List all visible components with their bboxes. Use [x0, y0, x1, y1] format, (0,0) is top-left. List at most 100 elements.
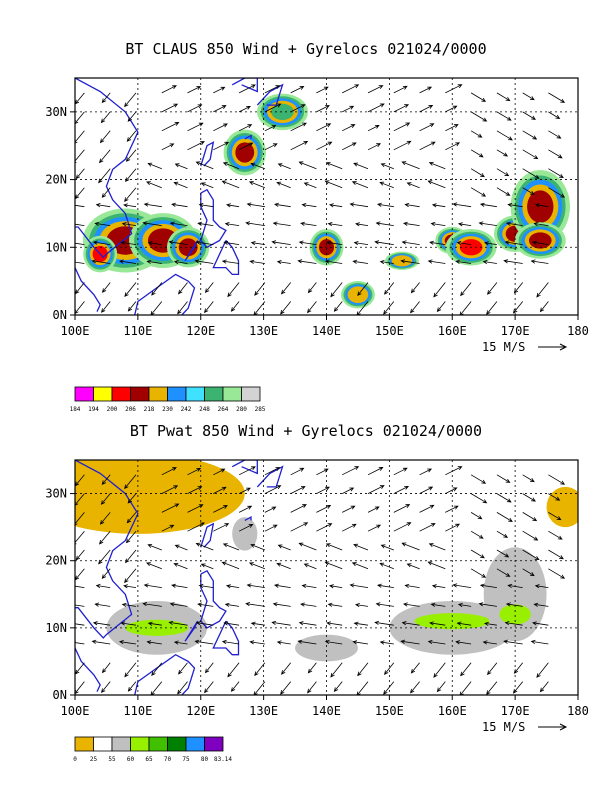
- wind-arrow: [470, 187, 487, 197]
- wind-arrow: [171, 583, 188, 588]
- wind-arrow: [187, 141, 205, 151]
- wind-arrow: [333, 681, 343, 693]
- wind-arrow: [101, 568, 111, 580]
- colorbar-swatch: [111, 386, 131, 402]
- wind-arrow: [342, 105, 355, 113]
- wind-arrow: [223, 240, 240, 245]
- wind-arrow: [290, 467, 305, 476]
- wind-arrow: [75, 260, 85, 265]
- wind-arrow: [281, 662, 292, 675]
- wind-arrow: [301, 203, 317, 208]
- colorbar-label: 242: [181, 406, 192, 413]
- wind-arrow: [224, 602, 240, 607]
- wind-arrow: [238, 106, 251, 113]
- wind-arrow: [349, 583, 369, 588]
- wind-arrow: [455, 259, 472, 264]
- wind-arrow: [146, 181, 162, 189]
- colorbar-label: 80: [201, 756, 209, 763]
- wind-arrow: [410, 282, 420, 294]
- wind-arrow: [91, 639, 111, 645]
- wind-arrow: [195, 621, 214, 626]
- coastline-3: [200, 141, 215, 167]
- wind-arrow: [496, 149, 509, 157]
- coastline-2: [134, 273, 196, 315]
- wind-arrow: [264, 467, 281, 476]
- wind-arrow: [487, 662, 498, 676]
- wind-arrow: [271, 620, 291, 626]
- wind-arrow: [123, 203, 137, 208]
- wind-arrow: [503, 259, 523, 264]
- wind-arrow: [75, 585, 85, 588]
- wind-arrow: [522, 530, 539, 541]
- wind-arrow: [379, 562, 394, 570]
- wind-arrow: [353, 241, 369, 246]
- y-tick-label: 20N: [45, 173, 67, 187]
- wind-arrow: [410, 662, 420, 674]
- wind-arrow: [213, 505, 228, 513]
- wind-arrow: [445, 505, 459, 513]
- wind-arrow: [316, 105, 330, 113]
- wind-arrow: [333, 301, 343, 312]
- wind-arrow: [224, 222, 240, 227]
- colorbar-swatch: [185, 736, 205, 752]
- x-tick-label: 160E: [438, 704, 467, 718]
- coastline-9: [244, 516, 252, 521]
- wind-arrow: [264, 524, 278, 532]
- wind-arrow: [548, 530, 563, 540]
- wind-arrow: [351, 562, 369, 570]
- wind-arrow: [431, 584, 446, 589]
- colorbar-swatch: [167, 386, 187, 402]
- wind-scale-arrow: [538, 723, 568, 731]
- colorbar-swatch: [111, 736, 131, 752]
- colorbar-label: 60: [127, 756, 135, 763]
- wind-arrow: [95, 583, 111, 589]
- wind-arrow: [316, 505, 332, 513]
- cloud-region-10-ring-4: [527, 190, 554, 223]
- wind-arrow: [327, 602, 343, 607]
- wind-arrow: [248, 562, 266, 570]
- wind-arrow: [307, 662, 317, 674]
- wind-arrow: [276, 562, 291, 570]
- wind-arrow: [95, 203, 111, 208]
- colorbar-label: 70: [164, 756, 172, 763]
- wind-arrow: [75, 111, 85, 125]
- wind-arrow: [548, 549, 564, 560]
- wind-arrow: [161, 143, 175, 151]
- wind-arrow: [548, 168, 564, 178]
- wind-arrow: [522, 512, 538, 522]
- wind-arrow: [522, 168, 540, 179]
- colorbar-swatch: [167, 736, 187, 752]
- colorbar-swatch: [222, 386, 242, 402]
- wind-arrow: [512, 301, 524, 314]
- wind-arrow: [98, 549, 111, 565]
- wind-arrow: [430, 221, 446, 227]
- wind-arrow: [187, 486, 203, 494]
- wind-scale-label: 15 M/S: [482, 720, 525, 734]
- x-tick-label: 130E: [249, 704, 278, 718]
- wind-arrow: [187, 504, 204, 513]
- wind-arrow: [531, 240, 549, 245]
- wind-arrow: [142, 602, 162, 607]
- wind-arrow: [534, 203, 549, 208]
- wind-arrow: [174, 163, 188, 170]
- colorbar-swatch: [93, 386, 113, 402]
- coastline-3: [200, 522, 215, 548]
- wind-arrow: [92, 621, 111, 626]
- wind-arrow: [303, 182, 317, 189]
- wind-arrow: [124, 187, 137, 203]
- wind-arrow: [533, 602, 549, 607]
- wind-arrow: [123, 584, 137, 589]
- wind-arrow: [151, 662, 163, 677]
- wind-arrow: [221, 259, 240, 264]
- wind-arrow: [150, 681, 163, 695]
- colorbar-label: 230: [162, 406, 173, 413]
- wind-arrow: [101, 474, 111, 486]
- wind-arrow: [445, 84, 463, 94]
- wind-arrow: [272, 602, 291, 607]
- coastline-1: [75, 647, 101, 692]
- moisture-region-6: [483, 547, 547, 642]
- wind-arrow: [352, 640, 369, 645]
- wind-arrow: [342, 142, 357, 151]
- wind-arrow: [298, 621, 317, 626]
- wind-arrow: [75, 662, 85, 675]
